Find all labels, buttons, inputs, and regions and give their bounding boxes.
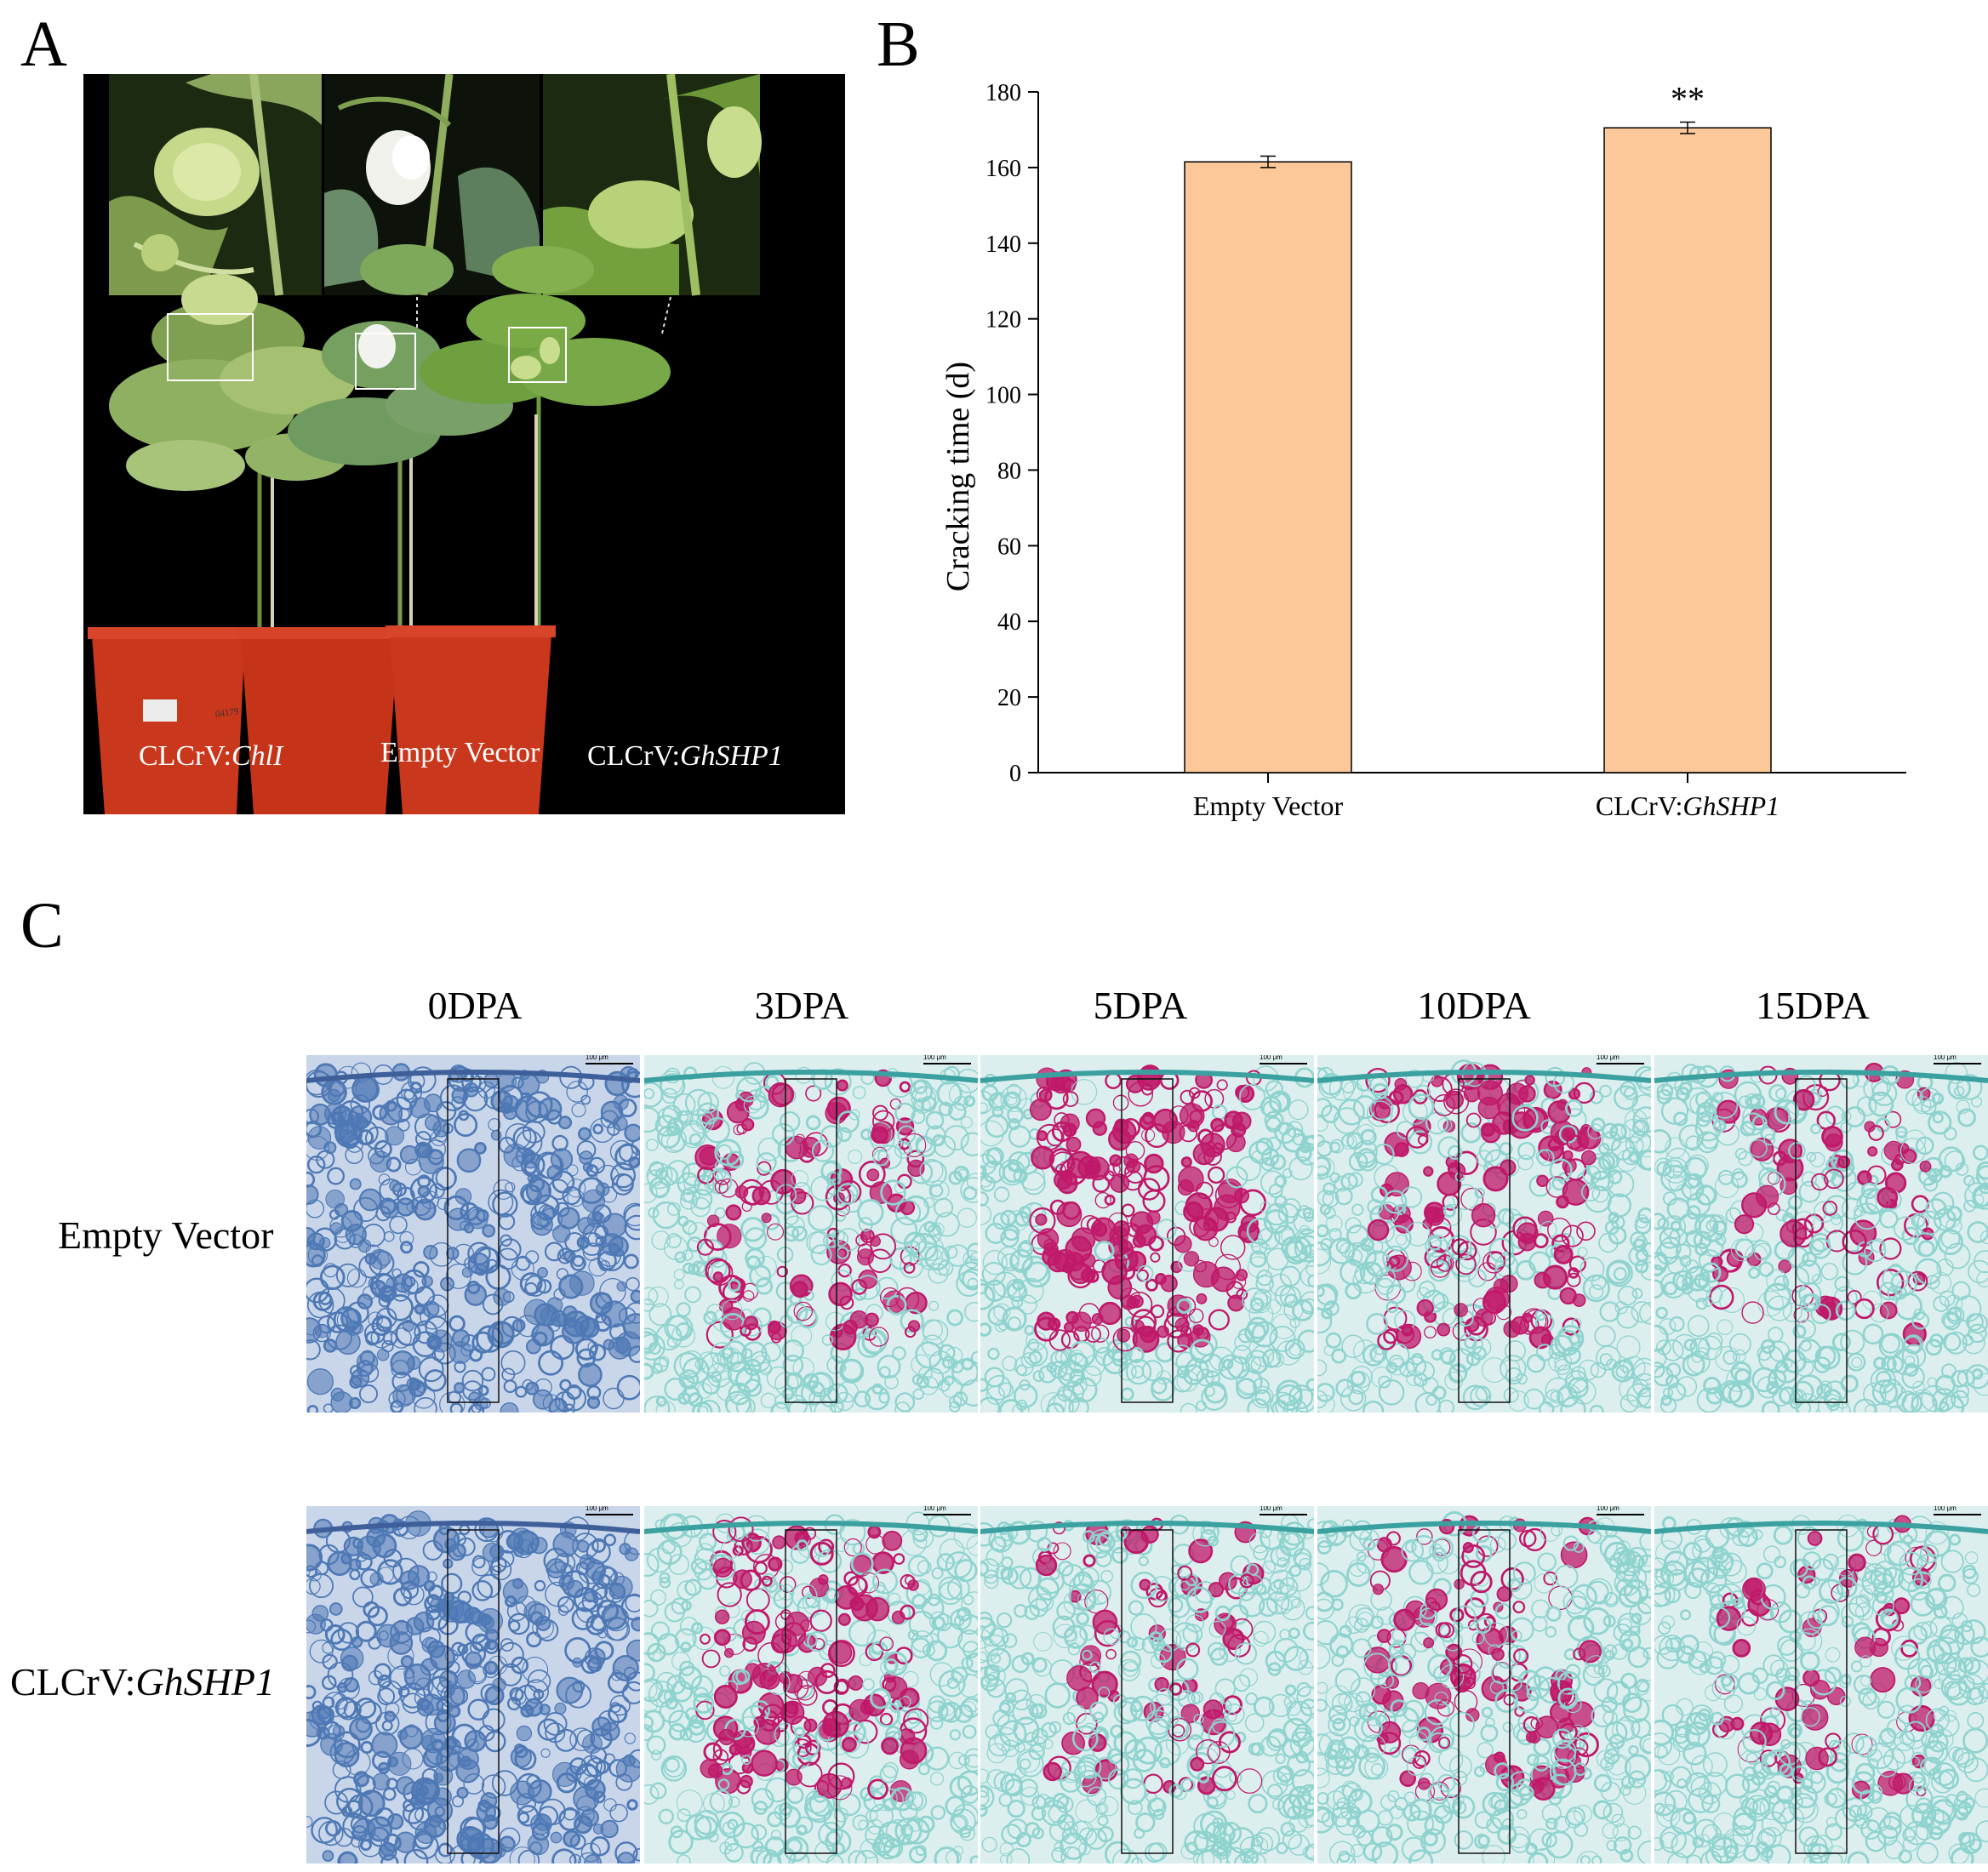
panel-c-letter: C bbox=[20, 890, 64, 962]
col-head-3dpa: 3DPA bbox=[754, 984, 849, 1027]
plant-label-empty-vector: Empty Vector bbox=[380, 737, 540, 769]
y-tick-label: 120 bbox=[985, 307, 1021, 334]
label-prefix: CLCrV: bbox=[587, 740, 680, 772]
inset-chli bbox=[109, 74, 322, 296]
scale-bar: 100 μm bbox=[923, 1506, 971, 1515]
y-tick-label: 180 bbox=[985, 80, 1021, 106]
scale-bar: 100 μm bbox=[1934, 1506, 1981, 1515]
y-tick-label: 100 bbox=[985, 383, 1021, 409]
micrograph-r0-c3: 100 μm bbox=[1317, 1055, 1651, 1413]
panel-a-letter: A bbox=[20, 9, 67, 80]
plant-photo bbox=[83, 74, 845, 814]
plant-label-ghshp1: CLCrV:GhSHP1 bbox=[587, 740, 783, 773]
micrograph-r0-c2: 100 μm bbox=[980, 1055, 1314, 1413]
micrograph-r1-c0: 100 μm bbox=[306, 1506, 640, 1863]
micrograph-r0-c1: 100 μm bbox=[644, 1055, 978, 1413]
y-tick-label: 40 bbox=[997, 609, 1021, 636]
significance-mark: ** bbox=[1671, 80, 1705, 118]
plant-label-chli: CLCrV:ChlI bbox=[139, 740, 283, 773]
scale-bar: 100 μm bbox=[1260, 1055, 1307, 1064]
scale-bar: 100 μm bbox=[1934, 1055, 1981, 1064]
y-axis-label: Cracking time (d) bbox=[940, 362, 976, 591]
panel-b-letter: B bbox=[877, 9, 920, 80]
micrograph-r1-c1: 100 μm bbox=[644, 1506, 978, 1863]
row-prefix: Empty Vector bbox=[58, 1213, 274, 1257]
scale-bar: 100 μm bbox=[1597, 1055, 1644, 1064]
micrograph-r0-c0: 100 μm bbox=[306, 1055, 640, 1413]
plant-chli bbox=[109, 274, 356, 636]
row-head-empty-vector: Empty Vector bbox=[58, 1213, 273, 1258]
col-head-10dpa: 10DPA bbox=[1417, 984, 1531, 1027]
label-gene: GhSHP1 bbox=[679, 740, 783, 772]
scale-bar: 100 μm bbox=[586, 1506, 633, 1515]
y-tick-label: 20 bbox=[997, 685, 1021, 711]
y-tick-label: 0 bbox=[1009, 761, 1021, 787]
y-tick-label: 140 bbox=[985, 231, 1021, 258]
bar-0 bbox=[1184, 161, 1352, 773]
col-head-5dpa: 5DPA bbox=[1093, 984, 1188, 1027]
bar-chart: 0 20 40 60 80 100 120 140 160 180 ** Cracking tim… bbox=[940, 80, 1906, 821]
row-gene: GhSHP1 bbox=[135, 1660, 275, 1704]
micrograph-r1-c4: 100 μm bbox=[1654, 1506, 1988, 1863]
row-head-ghshp1: CLCrV:GhSHP1 bbox=[10, 1659, 275, 1704]
scale-bar: 100 μm bbox=[586, 1055, 633, 1064]
y-tick-label: 80 bbox=[997, 458, 1021, 484]
pots bbox=[88, 625, 556, 814]
scale-bar: 100 μm bbox=[1597, 1506, 1644, 1515]
x-label-ghshp1: CLCrV:GhSHP1 bbox=[1596, 790, 1779, 821]
plant-ghshp1 bbox=[420, 246, 671, 636]
plant-photo-drawing bbox=[88, 74, 762, 814]
y-tick-label: 60 bbox=[997, 534, 1021, 560]
micrograph-r1-c3: 100 μm bbox=[1317, 1506, 1651, 1863]
col-head-15dpa: 15DPA bbox=[1756, 984, 1870, 1027]
scale-bar: 100 μm bbox=[1260, 1506, 1307, 1515]
label-prefix: CLCrV: bbox=[139, 740, 231, 772]
row-prefix: CLCrV: bbox=[10, 1660, 136, 1704]
label-gene: ChlI bbox=[231, 740, 283, 772]
micrograph-r0-c4: 100 μm bbox=[1654, 1055, 1988, 1413]
micrograph-r1-c2: 100 μm bbox=[980, 1506, 1314, 1863]
chart-bars: ** bbox=[1184, 80, 1772, 773]
bar-1 bbox=[1603, 127, 1772, 773]
scale-bar: 100 μm bbox=[923, 1055, 971, 1064]
label-prefix: Empty Vector bbox=[380, 737, 540, 768]
x-label-empty-vector: Empty Vector bbox=[1193, 790, 1344, 821]
plant-empty-vector bbox=[288, 244, 513, 636]
y-tick-label: 160 bbox=[985, 156, 1021, 182]
col-head-0dpa: 0DPA bbox=[427, 984, 523, 1027]
